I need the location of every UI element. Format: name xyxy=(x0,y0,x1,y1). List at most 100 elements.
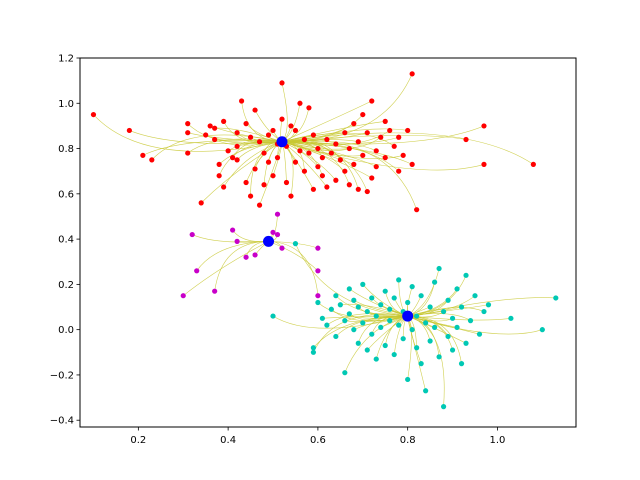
data-point-2-6 xyxy=(324,322,330,328)
data-point-2-58 xyxy=(445,297,451,303)
data-point-2-3 xyxy=(310,349,317,355)
data-point-1-11 xyxy=(279,245,285,251)
data-point-2-18 xyxy=(355,304,361,310)
data-point-0-9 xyxy=(207,123,213,129)
data-point-2-71 xyxy=(485,302,492,308)
edge-0-79 xyxy=(281,141,377,167)
x-tick-label-0: 0.2 xyxy=(130,435,146,446)
data-point-0-86 xyxy=(396,134,402,140)
data-point-2-4 xyxy=(315,299,321,306)
data-point-0-28 xyxy=(256,202,263,208)
y-tick-label-7: 1.0 xyxy=(58,99,74,110)
data-point-0-11 xyxy=(212,136,218,143)
cluster-center-2 xyxy=(402,310,414,322)
data-point-2-25 xyxy=(373,313,379,319)
x-tick-label-2: 0.6 xyxy=(310,435,326,446)
data-point-2-49 xyxy=(427,304,433,310)
data-point-0-13 xyxy=(216,173,222,179)
data-point-1-10 xyxy=(274,231,281,238)
data-point-2-46 xyxy=(418,293,424,299)
data-point-0-60 xyxy=(328,150,334,156)
edge-0-13 xyxy=(218,141,282,176)
data-point-0-19 xyxy=(234,157,240,163)
cluster-center-1 xyxy=(263,235,275,247)
data-point-0-55 xyxy=(315,164,321,170)
y-tick-label-0: −0.4 xyxy=(50,416,74,427)
data-point-0-37 xyxy=(274,155,281,161)
data-point-2-48 xyxy=(423,388,429,394)
data-point-2-61 xyxy=(454,286,460,292)
data-point-0-15 xyxy=(221,184,227,190)
data-point-2-62 xyxy=(454,324,460,330)
edge-0-77 xyxy=(281,100,372,143)
data-point-1-0 xyxy=(180,293,186,299)
data-point-0-89 xyxy=(409,161,415,167)
data-point-1-2 xyxy=(194,268,200,274)
data-point-0-91 xyxy=(414,207,420,213)
data-point-2-67 xyxy=(467,318,474,324)
edge-0-95 xyxy=(281,132,534,165)
data-point-0-2 xyxy=(140,152,146,158)
data-point-0-46 xyxy=(297,148,303,154)
data-point-0-90 xyxy=(409,71,415,77)
data-point-0-88 xyxy=(405,127,411,134)
data-point-0-42 xyxy=(288,193,294,199)
data-point-0-4 xyxy=(185,121,191,127)
data-point-2-39 xyxy=(405,376,411,383)
data-point-0-61 xyxy=(333,141,339,147)
data-point-0-81 xyxy=(382,118,388,124)
data-point-0-57 xyxy=(319,173,325,179)
data-point-2-24 xyxy=(369,331,375,337)
edge-2-6 xyxy=(326,313,408,326)
data-point-0-65 xyxy=(342,168,348,174)
data-point-0-21 xyxy=(238,98,245,104)
data-point-2-10 xyxy=(337,302,343,308)
edge-0-78 xyxy=(281,140,377,152)
data-point-0-58 xyxy=(324,136,330,143)
data-point-2-60 xyxy=(449,347,456,353)
data-point-2-15 xyxy=(351,327,357,333)
data-point-2-69 xyxy=(476,331,483,337)
data-point-2-13 xyxy=(346,286,352,292)
data-point-0-70 xyxy=(355,186,361,192)
edge-2-1 xyxy=(295,243,408,317)
data-point-0-51 xyxy=(306,105,312,111)
data-point-2-66 xyxy=(463,340,469,346)
data-point-0-23 xyxy=(243,121,249,127)
points-layer xyxy=(90,71,559,410)
data-point-2-1 xyxy=(292,241,299,247)
data-point-1-12 xyxy=(315,245,321,251)
edge-1-14 xyxy=(268,241,319,296)
data-point-0-3 xyxy=(149,157,155,163)
data-point-2-16 xyxy=(351,297,357,303)
data-point-0-30 xyxy=(261,182,267,188)
data-point-0-16 xyxy=(225,148,231,154)
edge-2-56 xyxy=(407,315,445,407)
data-point-0-78 xyxy=(373,148,379,154)
data-point-0-52 xyxy=(310,186,317,192)
data-point-0-47 xyxy=(297,100,303,106)
data-point-1-9 xyxy=(274,211,281,217)
data-point-0-22 xyxy=(243,179,249,186)
plot-frame xyxy=(79,57,577,428)
data-point-2-2 xyxy=(310,345,317,351)
data-point-2-73 xyxy=(539,327,545,333)
y-tick-label-3: 0.2 xyxy=(58,280,74,291)
data-point-0-33 xyxy=(265,159,272,165)
x-tick-label-4: 1.0 xyxy=(489,435,505,446)
data-point-0-49 xyxy=(301,168,308,174)
x-axis: 0.2 0.4 0.6 0.8 1.0 xyxy=(130,427,505,446)
y-tick-label-4: 0.4 xyxy=(58,235,74,246)
data-point-0-6 xyxy=(185,150,191,156)
data-point-2-50 xyxy=(427,338,433,344)
data-point-2-23 xyxy=(369,295,375,301)
data-point-2-11 xyxy=(342,318,348,324)
data-point-2-32 xyxy=(387,318,393,324)
data-point-1-13 xyxy=(315,268,321,274)
cluster-center-0 xyxy=(276,136,288,148)
data-point-0-10 xyxy=(212,125,218,131)
data-point-0-68 xyxy=(351,121,357,127)
data-point-0-63 xyxy=(337,157,343,163)
